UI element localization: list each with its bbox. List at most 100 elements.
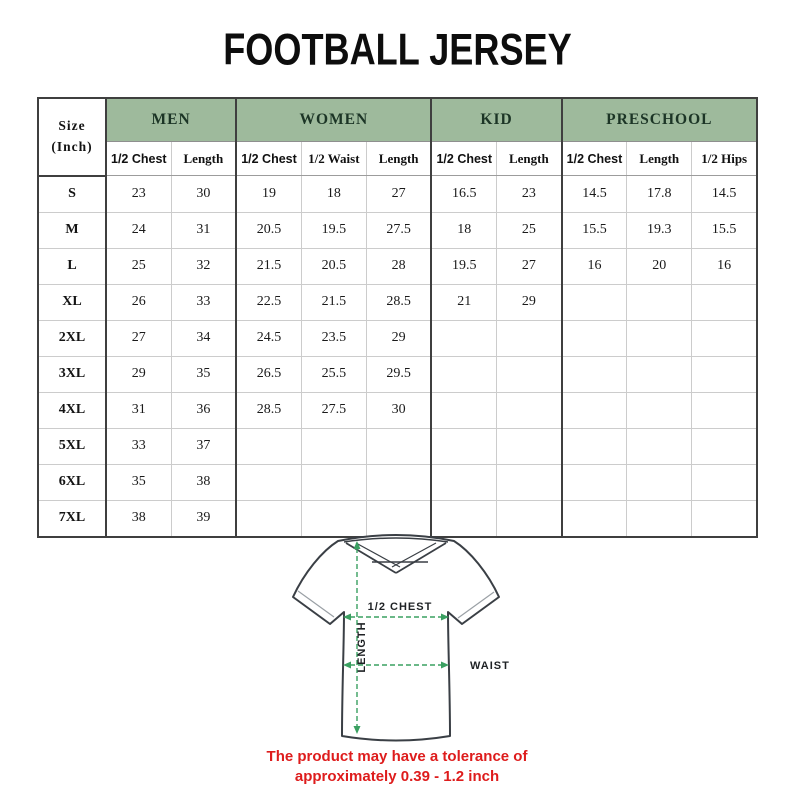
cell-preschool-hips	[691, 427, 758, 465]
tolerance-note-line2: approximately 0.39 - 1.2 inch	[294, 768, 500, 786]
col-header-kid-length: Length	[496, 141, 563, 176]
cell-men-length: 32	[170, 247, 237, 285]
col-header-preschool-length: Length	[626, 141, 693, 176]
cell-women-waist	[300, 427, 367, 465]
cell-men-length: 38	[170, 463, 237, 501]
cell-women-length: 28.5	[365, 283, 432, 321]
size-unit-line2: (Inch)	[51, 138, 93, 154]
sub-header-row: 1/2 Chest Length 1/2 Chest 1/2 Waist Len…	[38, 141, 758, 176]
cell-women-chest: 19	[235, 175, 302, 213]
cell-men-chest: 23	[104, 175, 172, 213]
cell-men-chest: 24	[104, 211, 172, 249]
col-header-men-length: Length	[170, 141, 237, 176]
cell-preschool-hips	[691, 463, 758, 501]
size-chart-body: S 23 30 19 18 27 16.5 23 14.5 17.8 14.5	[37, 175, 758, 537]
cell-preschool-length: 19.3	[626, 211, 693, 249]
size-label: 7XL	[37, 499, 107, 537]
cell-women-length	[365, 427, 432, 465]
page-title-wrap: FOOTBALL JERSEY	[0, 25, 794, 75]
col-header-women-waist: 1/2 Waist	[300, 141, 367, 176]
cell-women-chest	[235, 499, 302, 537]
table-row: 5XL 33 37	[37, 427, 758, 465]
cell-men-length: 39	[170, 499, 237, 537]
cell-kid-length	[496, 319, 563, 357]
size-chart-wrap: Size (Inch) MEN WOMEN KID PRESCHOOL 1/2 …	[37, 97, 758, 538]
col-header-men-chest: 1/2 Chest	[104, 141, 172, 176]
size-unit-line1: Size	[58, 117, 86, 133]
table-row: S 23 30 19 18 27 16.5 23 14.5 17.8 14.5	[37, 175, 758, 213]
table-row: M 24 31 20.5 19.5 27.5 18 25 15.5 19.3 1…	[37, 211, 758, 249]
cell-kid-chest	[430, 355, 498, 393]
cell-preschool-chest	[560, 355, 628, 393]
length-arrowhead-top	[353, 541, 361, 549]
cell-preschool-chest	[560, 283, 628, 321]
cell-kid-chest	[430, 391, 498, 429]
cell-women-length: 27.5	[365, 211, 432, 249]
cell-preschool-hips	[691, 319, 758, 357]
size-chart-table: Size (Inch) MEN WOMEN KID PRESCHOOL 1/2 …	[37, 97, 758, 538]
table-row: 2XL 27 34 24.5 23.5 29	[37, 319, 758, 357]
cell-preschool-chest	[560, 391, 628, 429]
cell-kid-chest: 18	[430, 211, 498, 249]
col-header-women-length: Length	[365, 141, 432, 176]
table-row: 7XL 38 39	[37, 499, 758, 537]
cell-men-length: 31	[170, 211, 237, 249]
cell-women-chest: 26.5	[235, 355, 302, 393]
cell-kid-chest: 21	[430, 283, 498, 321]
chest-arrowhead-left	[343, 613, 351, 621]
cell-women-chest	[235, 427, 302, 465]
cell-kid-length	[496, 391, 563, 429]
cell-kid-length: 23	[496, 175, 563, 213]
cell-women-waist: 21.5	[300, 283, 367, 321]
size-label: 3XL	[37, 355, 107, 393]
cell-men-length: 35	[170, 355, 237, 393]
page-title: FOOTBALL JERSEY	[222, 25, 572, 75]
cell-preschool-length	[626, 427, 693, 465]
cell-preschool-chest	[560, 427, 628, 465]
cell-women-waist: 20.5	[300, 247, 367, 285]
cell-kid-chest	[430, 319, 498, 357]
cell-preschool-hips	[691, 283, 758, 321]
cell-preschool-length	[626, 391, 693, 429]
table-row: 3XL 29 35 26.5 25.5 29.5	[37, 355, 758, 393]
cell-preschool-length: 20	[626, 247, 693, 285]
collar-inner-left	[355, 542, 401, 568]
jersey-measurement-diagram: 1/2 CHEST LENGTH WAIST	[292, 534, 510, 742]
cell-kid-length: 25	[496, 211, 563, 249]
cell-kid-length	[496, 463, 563, 501]
cell-preschool-hips: 14.5	[691, 175, 758, 213]
cell-women-waist: 18	[300, 175, 367, 213]
cell-kid-chest	[430, 427, 498, 465]
cell-women-waist	[300, 463, 367, 501]
cell-women-chest: 20.5	[235, 211, 302, 249]
length-measure-label: LENGTH	[356, 621, 368, 672]
chest-arrowhead-right	[441, 613, 449, 621]
waist-measure-label: WAIST	[470, 660, 510, 672]
waist-arrowhead-left	[343, 661, 351, 669]
cell-women-length: 30	[365, 391, 432, 429]
group-header-preschool: PRESCHOOL	[560, 98, 757, 142]
cell-men-length: 37	[170, 427, 237, 465]
cell-women-waist: 27.5	[300, 391, 367, 429]
tolerance-note: The product may have a tolerance of appr…	[0, 747, 794, 788]
cell-preschool-length	[626, 319, 693, 357]
cell-preschool-hips: 15.5	[691, 211, 758, 249]
col-header-preschool-chest: 1/2 Chest	[560, 141, 628, 176]
table-row: XL 26 33 22.5 21.5 28.5 21 29	[37, 283, 758, 321]
cell-kid-chest	[430, 499, 498, 537]
cell-preschool-hips: 16	[691, 247, 758, 285]
group-header-kid: KID	[430, 98, 562, 142]
cell-women-length: 27	[365, 175, 432, 213]
cell-women-waist	[300, 499, 367, 537]
cell-preschool-chest	[560, 319, 628, 357]
cell-preschool-chest: 14.5	[560, 175, 628, 213]
cell-preschool-hips	[691, 499, 758, 537]
col-header-preschool-hips: 1/2 Hips	[691, 141, 758, 176]
cell-preschool-length	[626, 355, 693, 393]
collar-back-line	[343, 537, 449, 543]
cell-preschool-hips	[691, 355, 758, 393]
cell-men-chest: 33	[104, 427, 172, 465]
cell-kid-length: 27	[496, 247, 563, 285]
cell-women-waist: 23.5	[300, 319, 367, 357]
